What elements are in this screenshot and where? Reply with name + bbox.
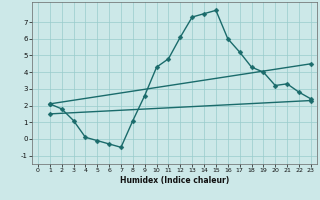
X-axis label: Humidex (Indice chaleur): Humidex (Indice chaleur) xyxy=(120,176,229,185)
